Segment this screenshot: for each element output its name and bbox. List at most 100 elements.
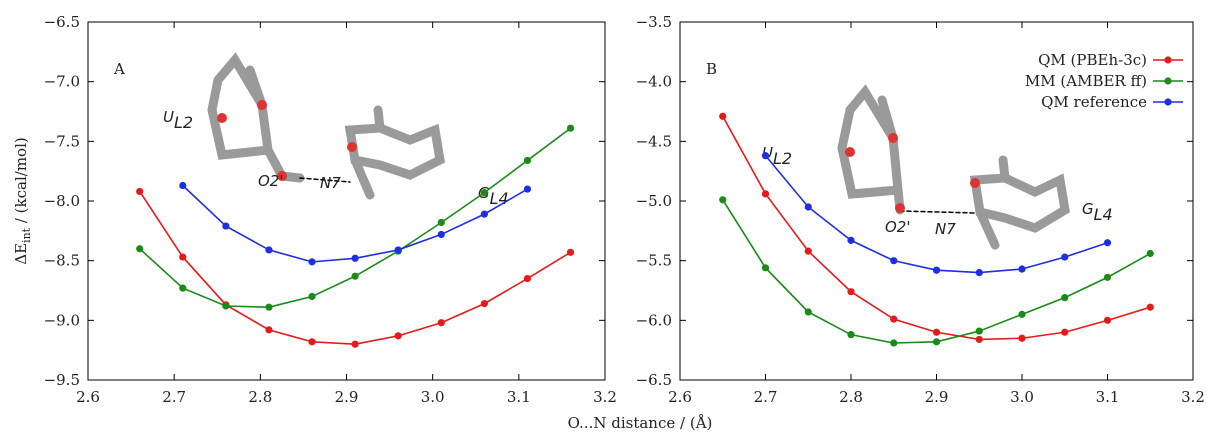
x-tick-label: 2.6 (668, 388, 692, 406)
y-tick-label: −8.5 (44, 252, 80, 270)
y-tick-label: −5.0 (636, 192, 672, 210)
y-tick-label: −5.5 (636, 252, 672, 270)
data-point (567, 249, 574, 256)
data-point (762, 264, 769, 271)
data-point (352, 341, 359, 348)
data-point (481, 189, 488, 196)
data-point (762, 190, 769, 197)
y-tick-label: −9.5 (44, 371, 80, 389)
y-tick-label: −3.5 (636, 13, 672, 31)
data-point (395, 332, 402, 339)
data-point (1018, 335, 1025, 342)
y-axis-label-main: ΔE (12, 243, 30, 265)
annotation: UL2 (163, 108, 193, 132)
annotation-text: O2' (258, 172, 283, 190)
x-tick-label: 2.6 (76, 388, 100, 406)
chart: O...N distance / (Å) 2.62.72.82.93.03.13… (0, 0, 1212, 438)
y-axis-label-sub: int (20, 227, 33, 243)
data-point (308, 293, 315, 300)
y-tick-label: −7.5 (44, 132, 80, 150)
plot-frame (88, 22, 605, 380)
data-point (524, 185, 531, 192)
data-point (179, 182, 186, 189)
y-tick-label: −9.0 (44, 311, 80, 329)
annotation-text: U (163, 108, 174, 126)
data-point (1061, 294, 1068, 301)
data-point (1061, 329, 1068, 336)
y-tick-label: −6.5 (636, 371, 672, 389)
data-point (1147, 304, 1154, 311)
data-point (976, 336, 983, 343)
data-point (1104, 317, 1111, 324)
y-tick-label: −4.5 (636, 132, 672, 150)
data-point (179, 253, 186, 260)
x-tick-label: 2.9 (925, 388, 949, 406)
data-point (933, 329, 940, 336)
x-tick-label: 2.7 (754, 388, 778, 406)
annotation-text: N7 (935, 220, 956, 238)
annotation-sub: L4 (1094, 205, 1113, 224)
data-point (136, 245, 143, 252)
x-tick-label: 2.7 (162, 388, 186, 406)
x-tick-label: 2.8 (248, 388, 272, 406)
data-point (1018, 311, 1025, 318)
annotation: O2' (885, 218, 910, 236)
annotation-text: O2' (885, 218, 910, 236)
data-point (1061, 253, 1068, 260)
data-point (762, 152, 769, 159)
annotation: GL4 (1082, 200, 1113, 224)
annotation: N7 (320, 174, 341, 192)
data-point (222, 302, 229, 309)
data-point (524, 275, 531, 282)
annotation: N7 (935, 220, 956, 238)
x-tick-label: 3.2 (593, 388, 617, 406)
data-point (976, 327, 983, 334)
data-point (308, 258, 315, 265)
data-point (719, 196, 726, 203)
data-point (438, 319, 445, 326)
data-point (352, 255, 359, 262)
data-point (352, 273, 359, 280)
data-point (567, 125, 574, 132)
legend-label: QM reference (1041, 93, 1147, 111)
legend-marker (1164, 56, 1171, 63)
annotation: GL4 (478, 184, 509, 208)
data-point (933, 267, 940, 274)
data-point (847, 331, 854, 338)
data-point (805, 203, 812, 210)
data-point (395, 246, 402, 253)
data-point (890, 316, 897, 323)
x-tick-label: 3.0 (1010, 388, 1034, 406)
data-point (890, 257, 897, 264)
data-point (222, 222, 229, 229)
data-point (438, 231, 445, 238)
x-tick-label: 3.1 (507, 388, 531, 406)
annotation-text: G (1082, 200, 1094, 218)
data-point (1147, 250, 1154, 257)
annotation: O2' (258, 172, 283, 190)
annotation-text: N7 (320, 174, 341, 192)
annotation-sub: L2 (174, 113, 193, 132)
data-point (136, 188, 143, 195)
data-point (1018, 265, 1025, 272)
data-point (524, 157, 531, 164)
x-tick-label: 2.9 (335, 388, 359, 406)
x-tick-label: 3.1 (1096, 388, 1120, 406)
data-point (179, 285, 186, 292)
legend-marker (1164, 77, 1171, 84)
y-axis-label-rest: / (kcal/mol) (12, 137, 30, 228)
legend-label: MM (AMBER ff) (1025, 72, 1147, 90)
x-tick-label: 2.8 (839, 388, 863, 406)
page: {"xlabel": "O...N distance / (Å)", "char… (0, 0, 1212, 442)
panel-label: B (706, 60, 717, 78)
data-point (265, 246, 272, 253)
data-point (308, 338, 315, 345)
legend-marker (1164, 98, 1171, 105)
y-tick-label: −6.5 (44, 13, 80, 31)
data-point (481, 300, 488, 307)
y-tick-label: −8.0 (44, 192, 80, 210)
data-point (265, 304, 272, 311)
series-line (183, 185, 528, 261)
data-point (976, 269, 983, 276)
data-point (890, 339, 897, 346)
